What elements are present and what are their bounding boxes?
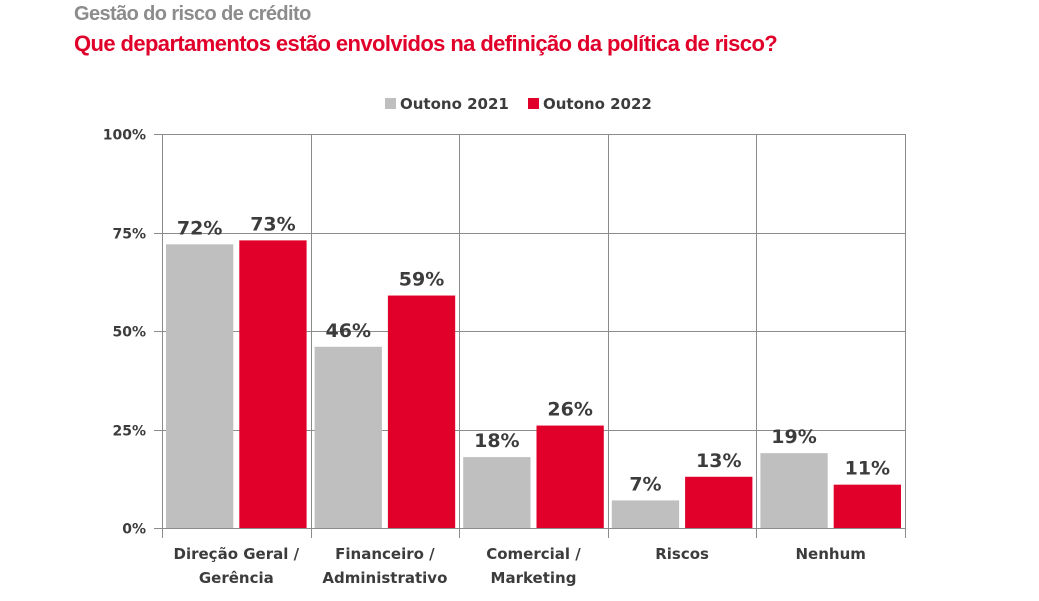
legend-swatch xyxy=(385,98,396,109)
data-label: 18% xyxy=(474,430,519,452)
x-tick-label: Comercial / Marketing xyxy=(486,545,581,587)
data-label: 19% xyxy=(771,426,816,448)
bar-outono-2022 xyxy=(239,240,307,528)
x-tick-label: Direção Geral / Gerência xyxy=(174,545,300,587)
bar-outono-2021 xyxy=(463,457,531,528)
y-tick-label: 50% xyxy=(112,325,146,341)
legend-label: Outono 2021 xyxy=(400,95,509,113)
bar-outono-2021 xyxy=(314,346,382,528)
legend-swatch xyxy=(528,98,539,109)
data-label: 46% xyxy=(326,320,371,342)
y-tick-label: 100% xyxy=(103,128,146,144)
x-tick-label-line: Riscos xyxy=(655,545,709,563)
chart-title: Que departamentos estão envolvidos na de… xyxy=(74,31,778,56)
data-label: 72% xyxy=(177,217,222,239)
chart-supertitle: Gestão do risco de crédito xyxy=(74,3,311,25)
x-tick-label-line: Financeiro / xyxy=(335,545,435,563)
bar-outono-2021 xyxy=(611,500,680,528)
bar-outono-2021 xyxy=(166,244,234,528)
bar-outono-2021 xyxy=(760,453,828,528)
x-tick-label-line: Direção Geral / xyxy=(174,545,300,563)
y-tick-label: 0% xyxy=(122,522,146,538)
labels: 72% 73% Direção Geral / Gerência 46% 59% Finan… xyxy=(174,213,891,587)
data-label: 59% xyxy=(399,269,444,291)
x-tick-label-line: Gerência xyxy=(199,569,274,587)
data-label: 11% xyxy=(845,458,890,480)
bar-outono-2022 xyxy=(685,476,753,528)
bars xyxy=(166,240,901,528)
legend-label: Outono 2022 xyxy=(543,95,652,113)
bar-outono-2022 xyxy=(833,484,901,528)
y-tick-label: 75% xyxy=(112,227,146,243)
data-label: 13% xyxy=(696,450,741,472)
gridlines xyxy=(154,134,906,538)
x-tick-label-line: Nenhum xyxy=(795,545,865,563)
data-label: 26% xyxy=(547,399,592,421)
x-tick-label: Riscos xyxy=(655,545,709,563)
x-tick-label-line: Comercial / xyxy=(486,545,581,563)
y-tick-label: 25% xyxy=(112,424,146,440)
axes: 0% 25% 50% 75% 100% xyxy=(103,128,146,538)
x-tick-label: Financeiro / Administrativo xyxy=(322,545,447,587)
legend: Outono 2021 Outono 2022 xyxy=(385,95,652,113)
data-label: 7% xyxy=(629,473,661,495)
x-tick-label-line: Marketing xyxy=(491,569,577,587)
x-tick-label: Nenhum xyxy=(795,545,865,563)
bar-outono-2022 xyxy=(536,425,604,528)
data-label: 73% xyxy=(250,213,295,235)
bar-outono-2022 xyxy=(387,295,456,528)
x-tick-label-line: Administrativo xyxy=(322,569,447,587)
